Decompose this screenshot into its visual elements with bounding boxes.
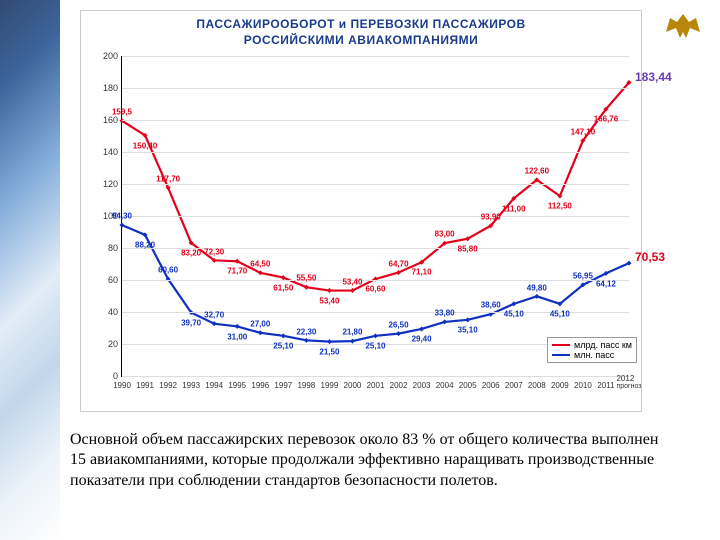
chart-title-line2: РОССИЙСКИМИ АВИАКОМПАНИЯМИ bbox=[244, 33, 478, 47]
series-end-label: 70,53 bbox=[635, 250, 665, 264]
y-tick-label: 20 bbox=[92, 339, 118, 349]
x-tick-label: 1994 bbox=[205, 381, 223, 390]
data-marker bbox=[419, 327, 424, 332]
legend-swatch bbox=[552, 354, 570, 356]
x-tick-label: 2004 bbox=[436, 381, 454, 390]
state-emblem-icon bbox=[662, 8, 704, 55]
gridline bbox=[122, 56, 629, 57]
x-tick-label: 2005 bbox=[459, 381, 477, 390]
gridline bbox=[122, 280, 629, 281]
x-tick-label: 1996 bbox=[251, 381, 269, 390]
legend-swatch bbox=[552, 344, 570, 346]
data-marker bbox=[350, 339, 355, 344]
y-tick-label: 0 bbox=[92, 371, 118, 381]
x-tick-label: 2011 bbox=[597, 381, 614, 390]
data-marker bbox=[327, 288, 332, 293]
gridline bbox=[122, 184, 629, 185]
y-tick-label: 40 bbox=[92, 307, 118, 317]
x-tick-label: 1999 bbox=[321, 381, 339, 390]
legend-item: млрд. пасс км bbox=[552, 340, 632, 350]
legend: млрд. пасс км млн. пасс bbox=[547, 337, 637, 363]
y-tick-label: 160 bbox=[92, 115, 118, 125]
data-marker bbox=[373, 334, 378, 339]
gridline bbox=[122, 88, 629, 89]
slide: ПАССАЖИРООБОРОТ и ПЕРЕВОЗКИ ПАССАЖИРОВ Р… bbox=[0, 0, 720, 540]
x-tick-label: 1997 bbox=[274, 381, 292, 390]
data-marker bbox=[465, 318, 470, 323]
x-tick-label: 2007 bbox=[505, 381, 523, 390]
series-line bbox=[122, 83, 629, 291]
x-tick-label: 1993 bbox=[182, 381, 200, 390]
y-tick-label: 180 bbox=[92, 83, 118, 93]
gridline bbox=[122, 376, 629, 377]
chart-container: ПАССАЖИРООБОРОТ и ПЕРЕВОЗКИ ПАССАЖИРОВ Р… bbox=[80, 10, 642, 412]
x-tick-label: 1995 bbox=[228, 381, 246, 390]
y-tick-label: 140 bbox=[92, 147, 118, 157]
x-tick-label: 2010 bbox=[574, 381, 592, 390]
body-text: Основной объем пассажирских перевозок ок… bbox=[70, 430, 660, 491]
series-end-label: 183,44 bbox=[635, 70, 672, 84]
data-marker bbox=[304, 338, 309, 343]
y-tick-label: 120 bbox=[92, 179, 118, 189]
gridline bbox=[122, 152, 629, 153]
y-tick-label: 100 bbox=[92, 211, 118, 221]
x-tick-label: 2012прогноз bbox=[616, 374, 641, 390]
x-tick-label: 2009 bbox=[551, 381, 569, 390]
y-tick-label: 60 bbox=[92, 275, 118, 285]
x-tick-label: 2002 bbox=[390, 381, 408, 390]
data-marker bbox=[534, 294, 539, 299]
legend-label: млрд. пасс км bbox=[574, 340, 632, 350]
gridline bbox=[122, 120, 629, 121]
legend-label: млн. пасс bbox=[574, 350, 614, 360]
gridline bbox=[122, 216, 629, 217]
data-marker bbox=[258, 330, 263, 335]
data-marker bbox=[281, 334, 286, 339]
side-decoration bbox=[0, 0, 60, 540]
plot-area: 0204060801001201401601802001990199119921… bbox=[121, 56, 629, 377]
x-tick-label: 2003 bbox=[413, 381, 431, 390]
x-tick-label: 2001 bbox=[367, 381, 385, 390]
chart-title: ПАССАЖИРООБОРОТ и ПЕРЕВОЗКИ ПАССАЖИРОВ Р… bbox=[81, 11, 641, 50]
x-tick-label: 1992 bbox=[159, 381, 177, 390]
x-tick-label: 1998 bbox=[297, 381, 315, 390]
data-marker bbox=[442, 320, 447, 325]
gridline bbox=[122, 312, 629, 313]
gridline bbox=[122, 248, 629, 249]
chart-title-line1: ПАССАЖИРООБОРОТ и ПЕРЕВОЗКИ ПАССАЖИРОВ bbox=[196, 17, 525, 31]
y-tick-label: 80 bbox=[92, 243, 118, 253]
x-tick-label: 2008 bbox=[528, 381, 546, 390]
data-marker bbox=[396, 331, 401, 336]
y-tick-label: 200 bbox=[92, 51, 118, 61]
x-tick-label: 2006 bbox=[482, 381, 500, 390]
x-tick-label: 1991 bbox=[136, 381, 154, 390]
data-marker bbox=[235, 324, 240, 329]
x-tick-label: 2000 bbox=[344, 381, 362, 390]
legend-item: млн. пасс bbox=[552, 350, 632, 360]
x-tick-label: 1990 bbox=[113, 381, 131, 390]
series-line bbox=[122, 225, 629, 341]
